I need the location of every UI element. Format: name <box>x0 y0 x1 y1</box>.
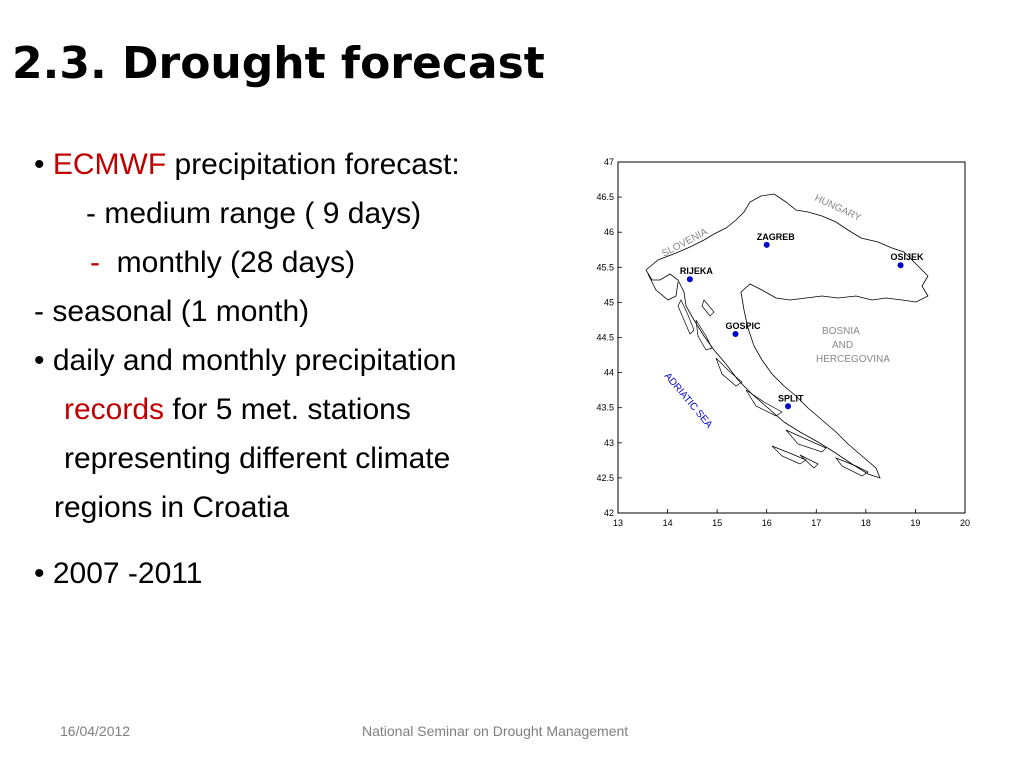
y-axis-ticks: 47 46.5 46 45.5 45 44.5 44 43.5 43 42.5 42 <box>596 157 622 518</box>
y-tick-label: 43.5 <box>596 403 614 413</box>
y-tick-label: 46 <box>604 227 614 237</box>
x-tick-label: 16 <box>762 518 772 528</box>
y-tick-label: 44.5 <box>596 333 614 343</box>
bullet-line-years: • 2007 -2011 <box>34 557 203 590</box>
line-text: for 5 met. stations <box>164 393 411 426</box>
station-markers: ZAGREB OSIJEK RIJEKA GOSPIC SPLIT <box>680 232 925 410</box>
line-monthly: - monthly (28 days) <box>90 238 355 287</box>
y-tick-label: 45 <box>604 297 614 307</box>
bullet-marker: • <box>34 148 45 181</box>
x-tick-label: 15 <box>712 518 722 528</box>
line-text: precipitation forecast: <box>166 148 460 181</box>
x-tick-label: 19 <box>910 518 920 528</box>
y-tick-label: 45.5 <box>596 262 614 272</box>
region-label-hercegovina: HERCEGOVINA <box>816 354 890 365</box>
station-label: RIJEKA <box>680 266 714 276</box>
station-dot <box>785 403 792 410</box>
slide-title: 2.3. Drought forecast <box>12 38 545 89</box>
croatia-border <box>645 193 929 479</box>
station-dot <box>732 330 739 337</box>
bullet-line-ecmwf: • ECMWF precipitation forecast: <box>34 140 460 189</box>
x-tick-label: 20 <box>960 518 970 528</box>
line-medium-range: - medium range ( 9 days) <box>86 197 422 230</box>
y-tick-label: 46.5 <box>596 192 614 202</box>
x-tick-label: 18 <box>861 518 871 528</box>
line-regions: regions in Croatia <box>54 491 290 524</box>
line-text: monthly (28 days) <box>116 246 356 279</box>
station-label: GOSPIC <box>725 321 761 331</box>
station-dot <box>686 276 693 283</box>
x-tick-label: 14 <box>663 518 673 528</box>
records-highlight: records <box>64 393 165 426</box>
station-label: OSIJEK <box>891 252 925 262</box>
x-tick-label: 17 <box>811 518 821 528</box>
y-tick-label: 42.5 <box>596 473 614 483</box>
region-label-and: AND <box>832 340 853 351</box>
dash-marker: - <box>90 246 100 279</box>
istria-coast <box>647 273 679 301</box>
line-seasonal: - seasonal (1 month) <box>34 295 310 328</box>
y-tick-label: 47 <box>604 157 614 167</box>
station-label: ZAGREB <box>757 232 796 242</box>
station-dot <box>897 262 904 269</box>
station-label: SPLIT <box>778 393 804 403</box>
bullet-line-daily: • daily and monthly precipitation <box>34 344 457 377</box>
y-tick-label: 44 <box>604 368 614 378</box>
x-tick-label: 13 <box>613 518 623 528</box>
y-tick-label: 43 <box>604 438 614 448</box>
ecmwf-highlight: ECMWF <box>52 148 167 181</box>
footer-date: 16/04/2012 <box>60 723 131 739</box>
line-representing: representing different climate <box>64 442 451 475</box>
x-axis-ticks: 13 14 15 16 17 18 19 20 <box>613 509 970 528</box>
islands <box>677 299 869 477</box>
station-dot <box>763 241 770 248</box>
region-label-bosnia: BOSNIA <box>822 326 860 337</box>
footer-title: National Seminar on Drought Management <box>362 723 629 739</box>
y-tick-label: 42 <box>604 508 614 518</box>
line-records: records for 5 met. stations <box>64 385 411 434</box>
map-frame <box>617 161 966 514</box>
